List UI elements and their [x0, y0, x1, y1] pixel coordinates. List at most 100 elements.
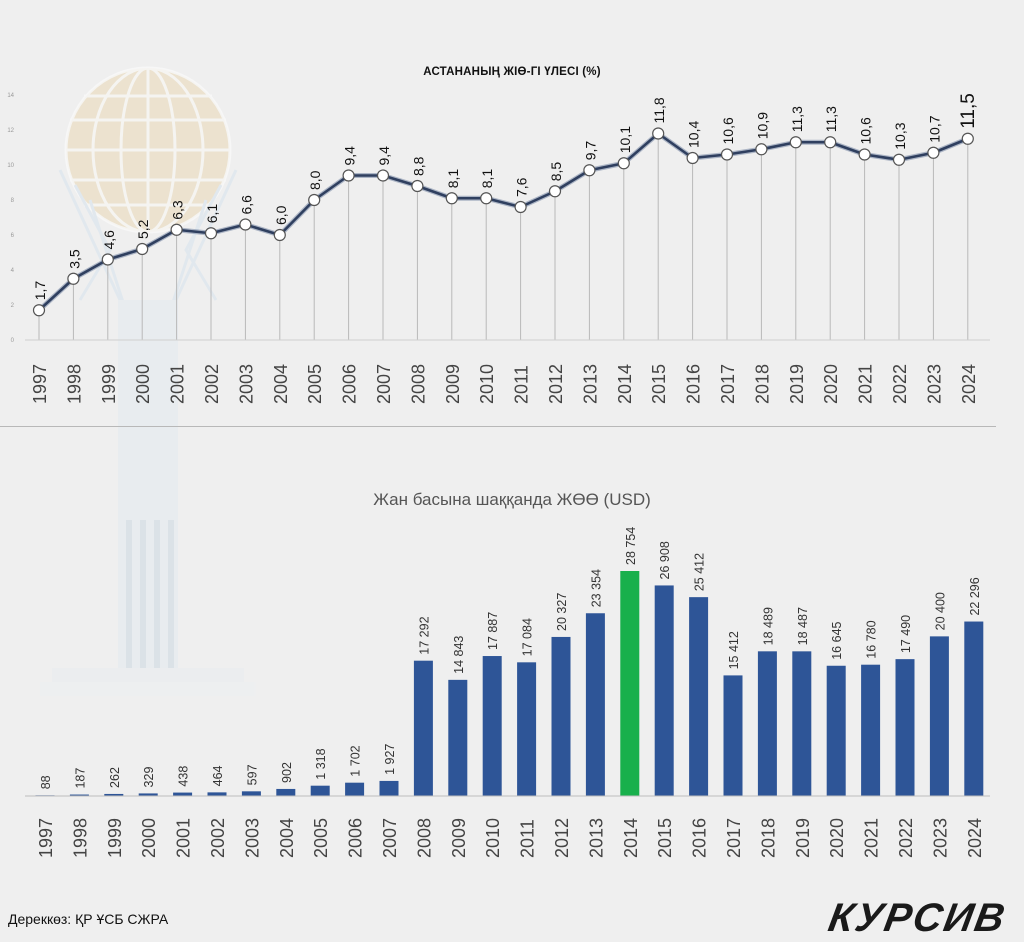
source-note: Дереккөз: ҚР ҰСБ СЖРА [8, 911, 169, 927]
x-tick-label: 2019 [793, 818, 813, 858]
bar-value-label: 23 354 [589, 569, 603, 607]
data-point [480, 192, 493, 205]
bar-value-label: 262 [108, 767, 122, 788]
data-point [720, 148, 734, 161]
bar-value-label: 28 754 [624, 527, 638, 565]
x-tick-label: 2008 [408, 364, 428, 404]
x-tick-label: 2024 [965, 818, 985, 858]
data-point [376, 169, 390, 182]
data-label: 8,1 [445, 169, 461, 189]
bar [276, 788, 296, 796]
x-tick-label: 2004 [271, 364, 291, 404]
bar-value-label: 17 490 [899, 615, 913, 653]
x-tick-label: 2003 [242, 818, 262, 858]
x-tick-label: 2022 [890, 364, 910, 404]
x-tick-label: 2017 [724, 818, 744, 858]
bar-value-label: 1 702 [349, 745, 363, 776]
data-point [927, 146, 940, 159]
x-tick-label: 2011 [518, 819, 538, 858]
data-point [101, 253, 114, 266]
y-tick-label: 10 [7, 163, 14, 169]
bar-value-label: 438 [177, 766, 191, 787]
data-label: 10,3 [892, 122, 908, 149]
data-label: 10,9 [754, 112, 770, 139]
data-point [652, 127, 665, 140]
bar-value-label: 15 412 [727, 631, 741, 669]
bar-value-label: 20 327 [555, 593, 569, 631]
data-label: 8,8 [410, 156, 426, 176]
data-label: 10,1 [617, 126, 633, 153]
x-tick-label: 2002 [202, 364, 222, 404]
data-label: 5,2 [135, 219, 151, 239]
x-tick-label: 2023 [930, 818, 950, 858]
bar [551, 636, 571, 796]
data-point [308, 193, 321, 207]
data-label: 9,4 [376, 146, 392, 166]
bar [345, 782, 365, 796]
bar [517, 662, 537, 796]
bar [104, 793, 124, 796]
x-tick-label: 2018 [752, 364, 772, 404]
bar-value-label: 18 487 [796, 607, 810, 645]
x-tick-label: 2014 [621, 818, 641, 858]
bar-value-label: 329 [142, 767, 156, 788]
data-point [755, 143, 768, 156]
data-point [583, 164, 596, 177]
data-point [514, 200, 527, 214]
bar [929, 636, 949, 796]
x-tick-label: 2012 [552, 818, 572, 858]
x-tick-label: 2009 [449, 818, 469, 858]
x-tick-label: 2019 [787, 364, 807, 404]
data-label: 6,3 [170, 200, 186, 220]
x-tick-label: 2002 [208, 818, 228, 858]
bar [654, 585, 674, 796]
x-tick-label: 1999 [105, 818, 125, 858]
bar [895, 659, 915, 796]
x-tick-label: 2007 [374, 364, 394, 404]
x-tick-label: 2015 [655, 818, 675, 858]
data-label: 8,1 [479, 169, 495, 189]
data-point [67, 272, 80, 285]
x-tick-label: 2014 [615, 364, 635, 404]
data-label: 9,4 [342, 146, 358, 166]
bar-value-label: 16 780 [865, 620, 879, 658]
data-point [273, 228, 286, 242]
line-chart: 0 2 4 6 8 10 12 14 1,7 3,5 4,6 5,2 6,3 6,1 6,6 6,0 8,0 9,… [7, 93, 990, 404]
x-tick-label: 2009 [443, 364, 463, 404]
data-label: 6,6 [238, 195, 254, 215]
bar [482, 656, 502, 796]
bar-chart-title: Жан басына шаққанда ЖӨӨ (USD) [373, 490, 651, 509]
bar-value-label: 26 908 [658, 541, 672, 579]
x-tick-label: 2001 [168, 364, 188, 404]
data-point [789, 136, 802, 149]
x-tick-label: 2013 [580, 364, 600, 404]
y-tick-label: 6 [11, 233, 15, 239]
x-tick-label: 2005 [305, 364, 325, 404]
bar [207, 792, 227, 796]
data-point [342, 169, 355, 182]
data-point [892, 153, 906, 166]
bar-value-label: 17 292 [417, 616, 431, 654]
y-tick-label: 2 [11, 303, 15, 309]
x-tick-label: 2020 [821, 364, 841, 404]
bar [861, 664, 881, 796]
x-tick-label: 1998 [64, 364, 84, 404]
x-tick-label: 2023 [924, 364, 944, 404]
data-label: 10,7 [926, 115, 942, 142]
x-tick-label: 1999 [99, 364, 119, 404]
bar [620, 571, 640, 796]
bar [241, 791, 261, 796]
y-tick-label: 4 [11, 268, 15, 274]
x-tick-label: 2017 [718, 364, 738, 404]
bar [69, 794, 89, 796]
x-tick-label: 1997 [30, 364, 50, 404]
x-tick-label: 2016 [690, 818, 710, 858]
x-tick-label: 2013 [586, 818, 606, 858]
data-label: 8,5 [548, 162, 564, 182]
bar [413, 660, 433, 796]
bar-value-label: 17 084 [521, 618, 535, 656]
bar-value-label: 1 318 [314, 748, 328, 779]
bar [826, 665, 846, 796]
bar [585, 613, 605, 796]
data-label: 8,0 [307, 170, 323, 190]
